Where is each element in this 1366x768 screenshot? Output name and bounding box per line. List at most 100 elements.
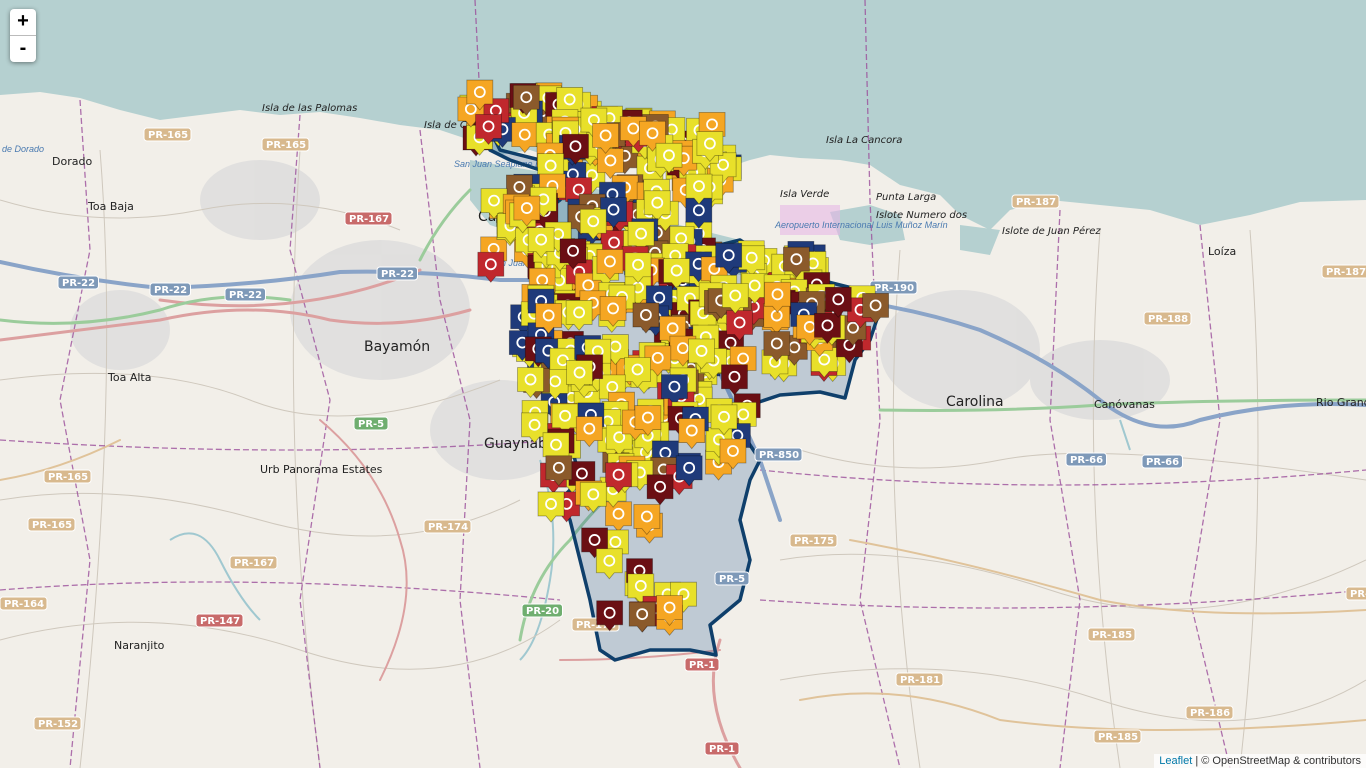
- house-marker[interactable]: [633, 504, 661, 536]
- lightbulb-icon: [613, 431, 626, 444]
- label-loiza: Loíza: [1208, 245, 1236, 258]
- house-marker[interactable]: [634, 405, 662, 437]
- lightbulb-icon: [603, 554, 616, 567]
- house-marker[interactable]: [678, 418, 706, 450]
- key-car-marker[interactable]: [512, 84, 540, 116]
- lightbulb-marker[interactable]: [663, 258, 690, 290]
- label-islote-numero-dos: Islote Numero dos: [876, 210, 967, 221]
- zoom-in-button[interactable]: +: [17, 10, 29, 32]
- house-marker[interactable]: [605, 501, 632, 533]
- svg-text:PR-173: PR-173: [576, 620, 616, 631]
- drug-marker[interactable]: [824, 286, 852, 318]
- lightbulb-icon: [675, 232, 688, 245]
- leaflet-link[interactable]: Leaflet: [1159, 755, 1193, 767]
- lightbulb-icon: [748, 279, 761, 292]
- lightbulb-icon: [606, 380, 619, 393]
- lightbulb-marker[interactable]: [521, 412, 548, 444]
- house-marker[interactable]: [719, 438, 747, 470]
- pistol-marker[interactable]: [605, 462, 632, 494]
- police-marker[interactable]: [715, 242, 743, 274]
- pistol-icon: [482, 120, 495, 133]
- police-marker[interactable]: [661, 374, 688, 406]
- zoom-out-button[interactable]: -: [10, 35, 36, 62]
- house-marker[interactable]: [599, 296, 627, 328]
- road-shield-pr-165: PR-165: [143, 127, 192, 142]
- drug-icon: [588, 534, 601, 546]
- drug-marker[interactable]: [721, 364, 748, 396]
- lightbulb-marker[interactable]: [738, 245, 766, 277]
- lightbulb-marker[interactable]: [696, 131, 724, 163]
- police-marker[interactable]: [685, 197, 713, 229]
- svg-text:PR-186: PR-186: [1350, 589, 1366, 600]
- lightbulb-marker[interactable]: [685, 173, 713, 205]
- police-marker[interactable]: [675, 455, 703, 487]
- lightbulb-icon: [563, 93, 576, 106]
- key-car-marker[interactable]: [632, 302, 660, 334]
- pistol-marker[interactable]: [477, 251, 505, 283]
- house-icon: [737, 352, 750, 365]
- house-icon: [604, 255, 616, 268]
- lightbulb-marker[interactable]: [710, 404, 738, 436]
- lightbulb-icon: [677, 588, 690, 601]
- lightbulb-marker[interactable]: [480, 188, 508, 220]
- lightbulb-marker[interactable]: [595, 548, 623, 580]
- lightbulb-marker[interactable]: [721, 283, 749, 315]
- police-marker[interactable]: [600, 197, 627, 229]
- lightbulb-marker[interactable]: [579, 481, 607, 513]
- lightbulb-icon: [703, 137, 716, 150]
- lightbulb-marker[interactable]: [627, 221, 655, 253]
- label-isla-verde: Isla Verde: [780, 189, 829, 200]
- lightbulb-icon: [559, 409, 571, 422]
- lightbulb-marker[interactable]: [579, 208, 607, 240]
- house-icon: [663, 601, 676, 614]
- lightbulb-marker[interactable]: [624, 252, 652, 284]
- lightbulb-icon: [693, 180, 705, 193]
- lightbulb-icon: [634, 579, 647, 592]
- lightbulb-marker[interactable]: [527, 227, 555, 259]
- house-marker[interactable]: [535, 303, 563, 335]
- svg-text:PR-5: PR-5: [358, 419, 384, 430]
- lightbulb-marker[interactable]: [643, 190, 671, 222]
- house-marker[interactable]: [466, 79, 494, 111]
- lightbulb-marker[interactable]: [688, 338, 715, 370]
- lightbulb-marker[interactable]: [537, 491, 565, 523]
- svg-text:PR-165: PR-165: [148, 130, 188, 141]
- drug-marker[interactable]: [562, 133, 589, 165]
- key-car-marker[interactable]: [628, 601, 656, 633]
- drug-marker[interactable]: [646, 474, 674, 506]
- attribution: Leaflet | © OpenStreetMap & contributors: [1154, 754, 1366, 768]
- key-car-marker[interactable]: [862, 292, 889, 324]
- road-shield-pr-185: PR-185: [1093, 729, 1142, 744]
- lightbulb-marker[interactable]: [624, 357, 651, 389]
- house-icon: [666, 322, 679, 335]
- pistol-marker[interactable]: [475, 113, 502, 145]
- pistol-marker[interactable]: [726, 310, 754, 342]
- road-shield-pr-188: PR-188: [1143, 311, 1192, 326]
- lightbulb-marker[interactable]: [565, 300, 593, 332]
- lightbulb-icon: [587, 488, 600, 501]
- drug-marker[interactable]: [596, 600, 624, 632]
- house-marker[interactable]: [596, 249, 624, 281]
- svg-text:PR-174: PR-174: [428, 522, 468, 533]
- lightbulb-marker[interactable]: [655, 142, 683, 174]
- key-car-marker[interactable]: [545, 455, 573, 487]
- house-marker[interactable]: [592, 123, 620, 155]
- house-marker[interactable]: [575, 416, 603, 448]
- house-marker[interactable]: [764, 281, 791, 313]
- svg-text:PR-66: PR-66: [1146, 457, 1179, 468]
- lightbulb-icon: [544, 159, 557, 172]
- key-car-marker[interactable]: [763, 331, 791, 363]
- house-marker[interactable]: [597, 148, 624, 180]
- lightbulb-marker[interactable]: [566, 360, 593, 392]
- lightbulb-icon: [693, 393, 706, 406]
- house-marker[interactable]: [656, 595, 683, 627]
- svg-text:PR-165: PR-165: [48, 472, 88, 483]
- road-shield-pr-190: PR-190: [869, 280, 918, 295]
- drug-marker[interactable]: [814, 313, 841, 345]
- key-car-icon: [770, 337, 783, 350]
- lightbulb-marker[interactable]: [517, 367, 544, 399]
- drug-marker[interactable]: [559, 238, 587, 270]
- key-car-marker[interactable]: [782, 246, 810, 278]
- house-marker[interactable]: [513, 195, 541, 227]
